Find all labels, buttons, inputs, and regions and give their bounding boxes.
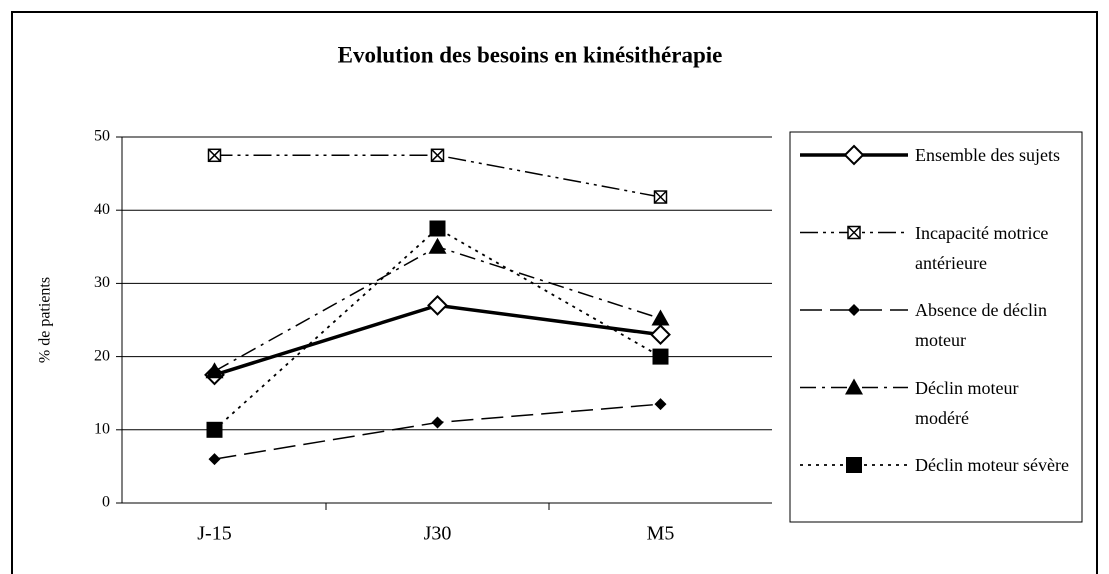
marker-cross [207, 148, 222, 162]
y-tick-label: 10 [94, 420, 110, 437]
series-line [213, 303, 661, 377]
marker [846, 457, 862, 473]
x-tick-label: J-15 [197, 523, 231, 545]
marker [429, 220, 446, 237]
marker [205, 362, 224, 379]
legend-label: Déclin moteur sévère [915, 455, 1069, 475]
marker [652, 348, 669, 365]
marker [208, 453, 221, 466]
y-tick-label: 40 [94, 201, 110, 218]
chart-title: Evolution des besoins en kinésithérapie [338, 42, 723, 67]
marker [654, 398, 667, 411]
legend-label: Déclin moteur modéré [915, 377, 1019, 428]
marker [848, 304, 860, 316]
y-axis-label: % de patients [37, 277, 54, 363]
marker [427, 294, 448, 316]
marker-cross [653, 190, 668, 204]
y-tick-label: 30 [94, 274, 110, 291]
marker [431, 416, 444, 429]
frame [11, 11, 1098, 574]
legend-label: Incapacité motrice antérieure [915, 222, 1049, 273]
series-line [214, 403, 661, 460]
marker [843, 144, 865, 166]
legend-label: Absence de déclin moteur [915, 300, 1047, 350]
series-line [214, 154, 661, 198]
marker [428, 237, 447, 254]
marker [650, 324, 671, 346]
y-tick-label: 20 [94, 347, 110, 364]
x-tick-label: J30 [424, 523, 452, 545]
marker-cross [430, 148, 445, 162]
legend-label: Ensemble des sujets [915, 145, 1060, 165]
y-tick-label: 0 [102, 494, 110, 511]
series-line [213, 227, 661, 431]
marker-cross [847, 225, 861, 240]
marker [845, 378, 863, 395]
marker [651, 309, 670, 326]
marker [206, 421, 223, 438]
x-tick-label: M5 [647, 523, 675, 545]
legend-box [789, 131, 1083, 523]
y-tick-label: 50 [94, 128, 110, 145]
